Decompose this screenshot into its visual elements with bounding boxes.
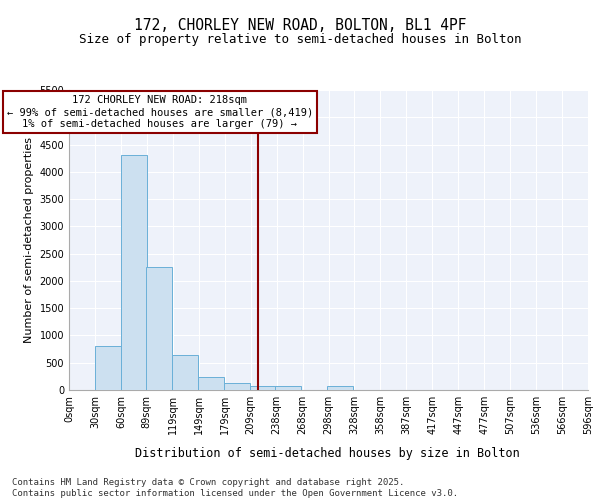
Bar <box>224 383 250 390</box>
Text: Contains HM Land Registry data © Crown copyright and database right 2025.
Contai: Contains HM Land Registry data © Crown c… <box>12 478 458 498</box>
Bar <box>121 156 147 390</box>
Bar <box>172 354 198 390</box>
Bar <box>95 346 121 390</box>
Bar <box>327 386 353 390</box>
Text: 172, CHORLEY NEW ROAD, BOLTON, BL1 4PF: 172, CHORLEY NEW ROAD, BOLTON, BL1 4PF <box>134 18 466 32</box>
Bar <box>198 378 224 390</box>
Text: 172 CHORLEY NEW ROAD: 218sqm
← 99% of semi-detached houses are smaller (8,419)
1: 172 CHORLEY NEW ROAD: 218sqm ← 99% of se… <box>7 96 313 128</box>
Bar <box>275 386 301 390</box>
Y-axis label: Number of semi-detached properties: Number of semi-detached properties <box>24 137 34 343</box>
Bar <box>250 386 276 390</box>
Text: Distribution of semi-detached houses by size in Bolton: Distribution of semi-detached houses by … <box>134 448 520 460</box>
Bar <box>146 268 172 390</box>
Text: Size of property relative to semi-detached houses in Bolton: Size of property relative to semi-detach… <box>79 32 521 46</box>
